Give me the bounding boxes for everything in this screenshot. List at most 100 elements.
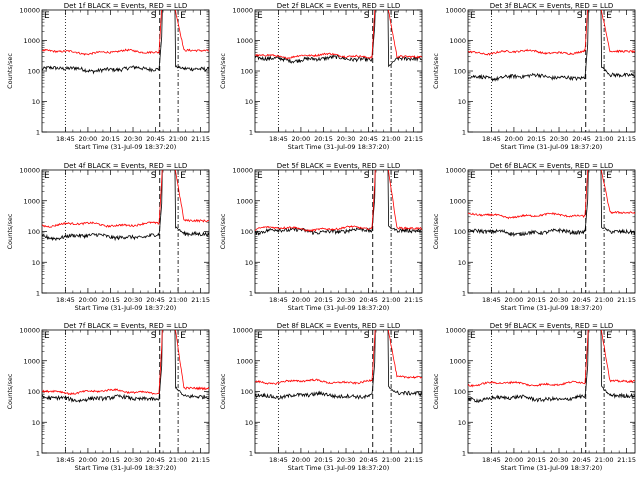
- x-tick-label: 20:00: [292, 456, 311, 464]
- detector-panel-5: Det 5f BLACK = Events, RED = LLD 1 10 100 10…: [219, 162, 423, 312]
- x-tick-label: 20:45: [146, 296, 165, 304]
- y-tick-label: 1: [36, 290, 40, 298]
- marker-label-e-left: E: [470, 331, 476, 341]
- y-tick-label: 10: [32, 259, 40, 267]
- x-axis-label: Start Time (31-Jul-09 18:37:20): [501, 464, 603, 472]
- y-tick-label: 10: [245, 419, 253, 427]
- x-tick-label: 20:00: [79, 135, 98, 143]
- x-tick-label: 20:15: [314, 296, 333, 304]
- marker-label-e-right: E: [393, 171, 399, 181]
- series-line-red-lld: [255, 10, 422, 60]
- x-tick-label: 21:15: [191, 456, 210, 464]
- x-tick-label: 20:45: [572, 456, 591, 464]
- y-tick-label: 1: [462, 290, 466, 298]
- detector-panel-3: Det 3f BLACK = Events, RED = LLD 1 10 100 10…: [432, 2, 636, 151]
- x-tick-label: 21:15: [191, 135, 210, 143]
- series-line-red-lld: [42, 170, 209, 228]
- marker-label-s: S: [364, 331, 370, 341]
- y-tick-label: 100: [28, 228, 40, 236]
- detector-panel-2: Det 2f BLACK = Events, RED = LLD 1 10 100 10…: [219, 2, 423, 151]
- series-line-black-events: [468, 10, 635, 82]
- y-tick-label: 10: [245, 259, 253, 267]
- series-line-black-events: [255, 330, 422, 400]
- y-tick-label: 10: [458, 419, 466, 427]
- x-tick-label: 21:15: [404, 456, 423, 464]
- detector-panel-8: Det 8f BLACK = Events, RED = LLD 1 10 100 10…: [219, 322, 423, 472]
- x-tick-label: 21:00: [169, 135, 188, 143]
- marker-label-s: S: [364, 11, 370, 21]
- marker-label-s: S: [364, 171, 370, 181]
- x-tick-label: 18:45: [482, 135, 501, 143]
- x-tick-label: 21:00: [169, 456, 188, 464]
- x-tick-label: 20:15: [314, 135, 333, 143]
- x-tick-label: 20:30: [124, 456, 143, 464]
- y-tick-label: 100: [454, 68, 466, 76]
- series-line-black-events: [42, 330, 209, 404]
- y-tick-label: 100: [241, 228, 253, 236]
- panel-title: Det 8f BLACK = Events, RED = LLD: [277, 322, 400, 330]
- x-tick-label: 21:00: [169, 296, 188, 304]
- x-tick-label: 20:15: [527, 296, 546, 304]
- y-tick-label: 10000: [232, 167, 253, 175]
- marker-label-e-left: E: [44, 331, 50, 341]
- panel-title: Det 3f BLACK = Events, RED = LLD: [490, 2, 613, 10]
- marker-label-s: S: [151, 171, 157, 181]
- x-tick-label: 20:30: [550, 296, 569, 304]
- plot-frame: [254, 9, 423, 133]
- y-tick-label: 10: [245, 98, 253, 106]
- x-tick-label: 20:30: [550, 456, 569, 464]
- x-tick-label: 21:00: [595, 296, 614, 304]
- x-tick-label: 18:45: [56, 296, 75, 304]
- x-tick-label: 20:00: [79, 456, 98, 464]
- y-tick-label: 10: [458, 98, 466, 106]
- y-axis-label: Counts/sec: [6, 53, 14, 89]
- x-tick-label: 20:45: [146, 135, 165, 143]
- x-axis-label: Start Time (31-Jul-09 18:37:20): [288, 304, 390, 312]
- series-line-black-events: [255, 170, 422, 236]
- series-line-red-lld: [468, 330, 635, 388]
- x-tick-label: 20:00: [292, 296, 311, 304]
- x-tick-label: 20:15: [527, 456, 546, 464]
- series-line-red-lld: [42, 330, 209, 396]
- series-line-red-lld: [255, 330, 422, 386]
- x-tick-label: 20:30: [550, 135, 569, 143]
- x-tick-label: 20:45: [572, 135, 591, 143]
- y-axis-label: Counts/sec: [6, 213, 14, 249]
- y-axis-label: Counts/sec: [432, 213, 440, 249]
- detector-panel-9: Det 9f BLACK = Events, RED = LLD 1 10 100 10…: [432, 322, 636, 472]
- x-tick-label: 21:00: [382, 456, 401, 464]
- y-tick-label: 10: [32, 98, 40, 106]
- y-tick-label: 10000: [232, 7, 253, 15]
- plot-frame: [467, 9, 636, 133]
- x-tick-label: 21:15: [404, 135, 423, 143]
- y-tick-label: 1000: [236, 357, 253, 365]
- x-tick-label: 20:15: [101, 456, 120, 464]
- panel-title: Det 7f BLACK = Events, RED = LLD: [64, 322, 187, 330]
- series-line-black-events: [468, 330, 635, 403]
- y-tick-label: 10000: [19, 167, 40, 175]
- marker-label-s: S: [151, 11, 157, 21]
- series-line-red-lld: [468, 170, 635, 220]
- series-line-red-lld: [42, 10, 209, 56]
- x-axis-label: Start Time (31-Jul-09 18:37:20): [288, 464, 390, 472]
- x-axis-label: Start Time (31-Jul-09 18:37:20): [75, 464, 177, 472]
- y-tick-label: 1: [36, 450, 40, 458]
- y-tick-label: 10000: [19, 7, 40, 15]
- marker-label-e-left: E: [470, 171, 476, 181]
- x-tick-label: 21:15: [617, 135, 636, 143]
- x-tick-label: 20:00: [505, 456, 524, 464]
- panel-title: Det 4f BLACK = Events, RED = LLD: [64, 162, 187, 170]
- x-tick-label: 18:45: [56, 456, 75, 464]
- panel-title: Det 2f BLACK = Events, RED = LLD: [277, 2, 400, 10]
- y-tick-label: 100: [454, 228, 466, 236]
- y-tick-label: 1: [462, 450, 466, 458]
- series-line-red-lld: [468, 10, 635, 56]
- x-tick-label: 21:00: [382, 135, 401, 143]
- plot-frame: [254, 169, 423, 294]
- marker-label-s: S: [577, 11, 583, 21]
- x-tick-label: 20:00: [79, 296, 98, 304]
- plot-frame: [41, 169, 210, 294]
- panel-title: Det 6f BLACK = Events, RED = LLD: [490, 162, 613, 170]
- marker-label-e-left: E: [470, 11, 476, 21]
